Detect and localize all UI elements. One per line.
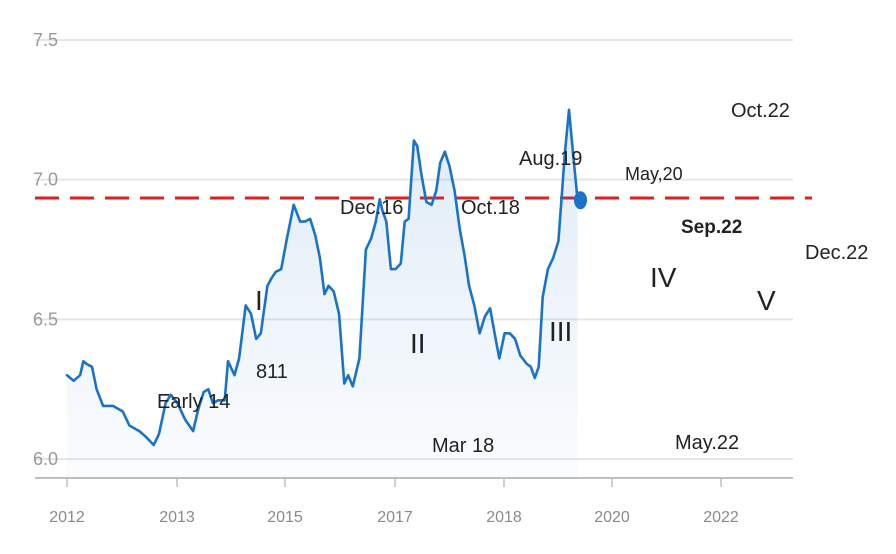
x-tick-label: 2013 xyxy=(159,509,195,526)
y-axis-ticks: 7.0 6.5 6.0 xyxy=(33,170,58,469)
annotation-label: Dec.22 xyxy=(805,242,868,264)
x-axis-ticks: 2012 2013 2015 2017 2018 2020 2022 xyxy=(49,478,739,526)
annotation-label: May.22 xyxy=(675,432,739,454)
y-tick-label-top: 7.5 xyxy=(33,30,58,50)
annotation-label: Oct.22 xyxy=(731,100,790,122)
x-tick-label: 2020 xyxy=(594,509,630,526)
last-point-marker xyxy=(573,191,587,210)
y-tick-label: 6.5 xyxy=(33,309,58,329)
annotation-label: Mar 18 xyxy=(432,435,494,457)
annotation-label: Early 14 xyxy=(157,391,230,413)
annotation-label: V xyxy=(757,285,776,316)
x-tick-label: 2017 xyxy=(377,509,413,526)
x-tick-label: 2015 xyxy=(267,509,303,526)
x-tick-label: 2022 xyxy=(703,509,739,526)
annotation-label: I xyxy=(255,285,263,316)
series-group xyxy=(65,108,587,479)
annotation-label: III xyxy=(549,316,572,347)
y-tick-label: 7.0 xyxy=(33,170,58,190)
annotation-label: May,20 xyxy=(625,164,683,184)
y-tick-label: 6.0 xyxy=(33,449,58,469)
annotation-label: Dec.16 xyxy=(340,197,403,219)
annotation-label: Aug.19 xyxy=(519,148,582,170)
annotation-label: Oct.18 xyxy=(461,197,520,219)
annotation-label: II xyxy=(410,328,426,359)
x-tick-label: 2018 xyxy=(486,509,522,526)
annotation-label: Sep.22 xyxy=(681,217,742,238)
series-area-fill xyxy=(67,109,578,479)
annotation-label: 811 xyxy=(256,361,288,383)
x-tick-label: 2012 xyxy=(49,509,85,526)
annotation-label: IV xyxy=(650,262,677,293)
series-line xyxy=(65,108,579,447)
annotations: Early 14 811 I Dec.16 II Mar 18 Oct.18 Aug.19 II… xyxy=(33,30,868,457)
